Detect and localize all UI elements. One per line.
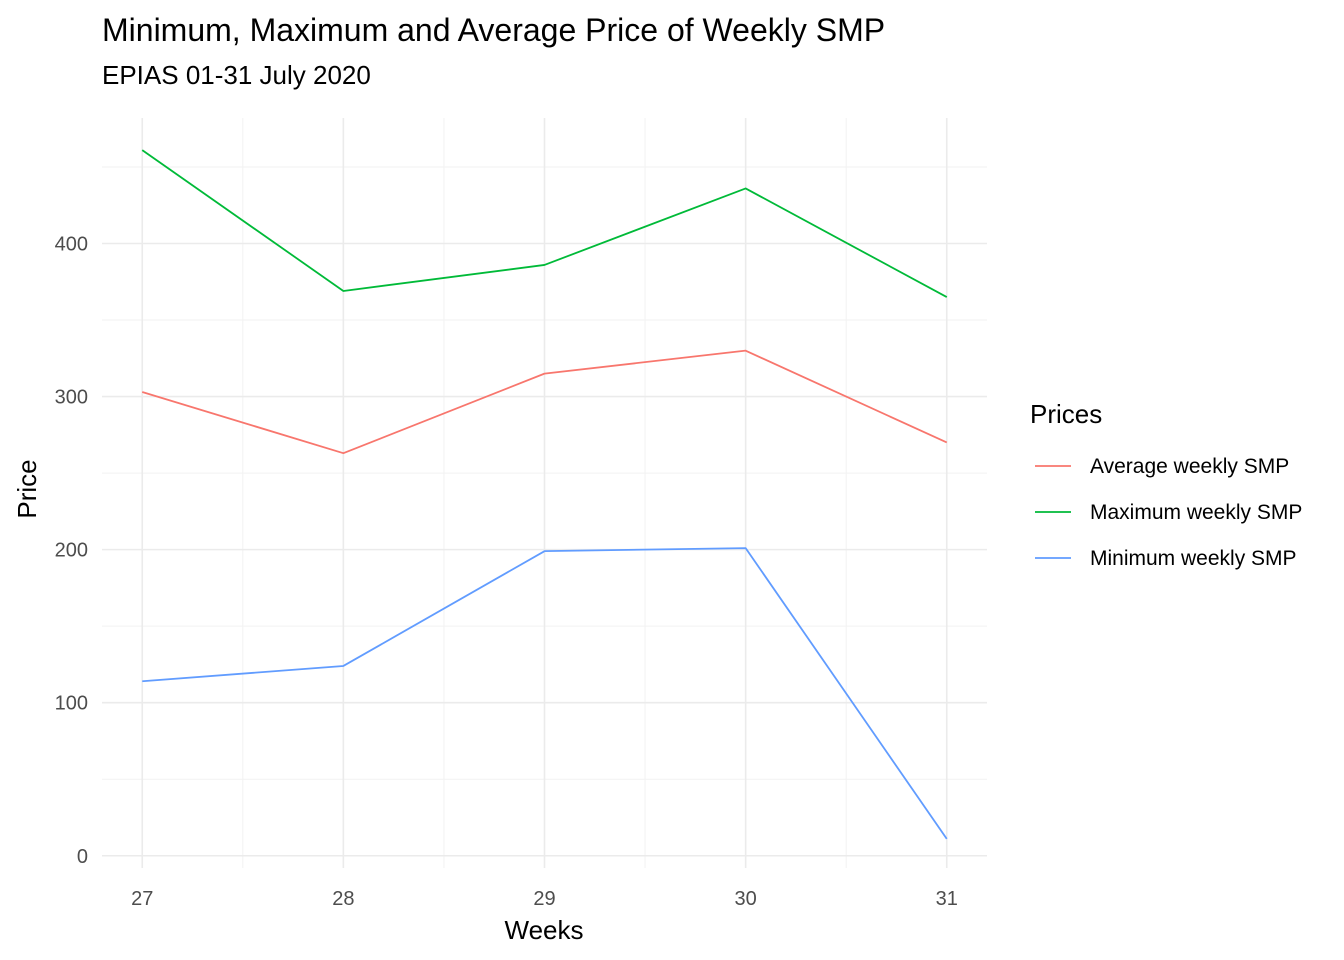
x-axis-ticks: 27 28 29 30 31 xyxy=(131,888,958,910)
legend-label-maximum-weekly-smp: Maximum weekly SMP xyxy=(1090,501,1302,524)
legend-label-average-weekly-smp: Average weekly SMP xyxy=(1090,455,1289,478)
series-line-average-weekly-smp xyxy=(141,349,948,455)
chart-title: Minimum, Maximum and Average Price of We… xyxy=(102,12,885,48)
y-axis-ticks: 0 100 200 300 400 xyxy=(55,234,88,868)
y-tick-label: 0 xyxy=(77,846,88,868)
x-axis-title: Weeks xyxy=(505,915,584,945)
x-tick-label: 28 xyxy=(332,888,354,910)
plot-series xyxy=(141,149,948,840)
legend-items: Average weekly SMP Maximum weekly SMP Mini… xyxy=(1035,455,1302,570)
x-tick-label: 27 xyxy=(131,888,153,910)
plot-grid xyxy=(102,118,987,868)
x-tick-label: 30 xyxy=(735,888,757,910)
y-axis-title: Price xyxy=(12,459,42,518)
legend-label-minimum-weekly-smp: Minimum weekly SMP xyxy=(1090,547,1297,570)
x-tick-label: 29 xyxy=(533,888,555,910)
series-line-minimum-weekly-smp xyxy=(142,547,948,840)
chart-subtitle: EPIAS 01-31 July 2020 xyxy=(102,60,371,90)
x-tick-label: 31 xyxy=(936,888,958,910)
series-line-maximum-weekly-smp xyxy=(141,149,948,298)
legend: Prices Average weekly SMP Maximum weekly … xyxy=(1030,399,1302,570)
legend-title: Prices xyxy=(1030,399,1102,429)
y-tick-label: 300 xyxy=(55,387,88,409)
y-tick-label: 100 xyxy=(55,693,88,715)
y-tick-label: 200 xyxy=(55,540,88,562)
y-tick-label: 400 xyxy=(55,234,88,256)
